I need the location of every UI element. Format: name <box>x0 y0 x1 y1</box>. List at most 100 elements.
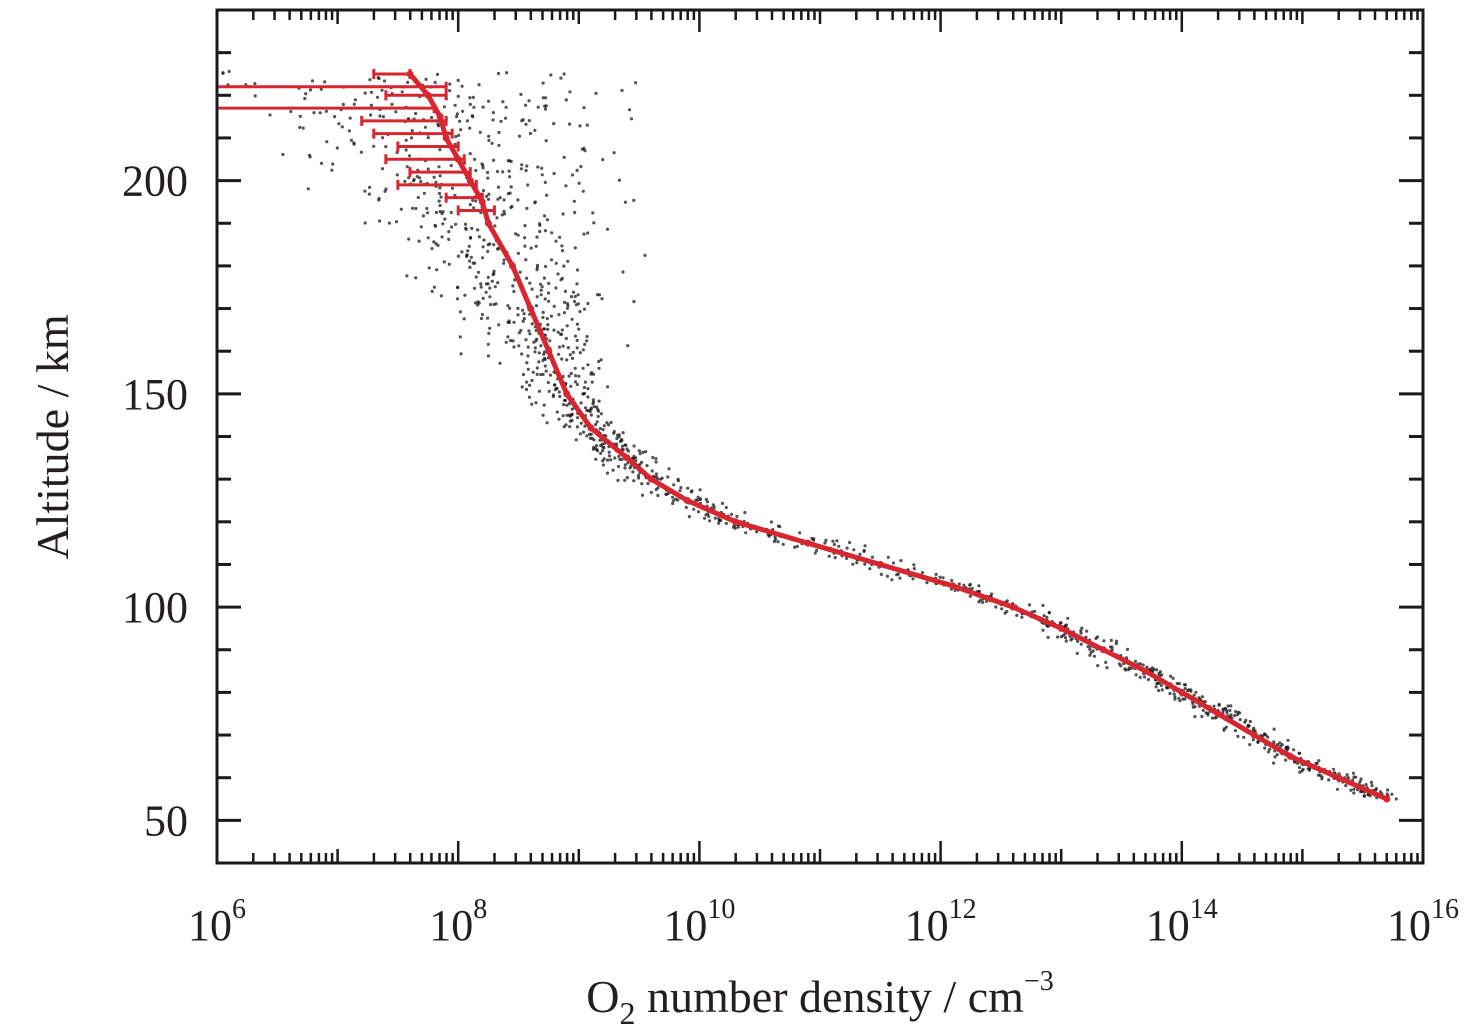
scatter-point <box>1056 635 1060 639</box>
scatter-point <box>468 96 472 100</box>
scatter-point <box>899 559 903 563</box>
scatter-point <box>470 226 474 230</box>
scatter-point <box>564 184 568 188</box>
scatter-point <box>1086 645 1090 649</box>
scatter-point <box>520 163 524 167</box>
scatter-point <box>517 134 522 138</box>
scatter-point <box>491 111 495 115</box>
scatter-point <box>525 276 529 280</box>
profile-point <box>1142 667 1150 675</box>
scatter-point <box>474 275 478 279</box>
scatter-point <box>534 244 538 248</box>
scatter-point <box>525 206 529 210</box>
scatter-point <box>517 344 521 348</box>
scatter-point <box>1041 603 1045 608</box>
scatter-point <box>620 457 624 461</box>
scatter-point <box>543 180 547 184</box>
scatter-point <box>319 87 323 91</box>
scatter-point <box>455 297 460 301</box>
scatter-point <box>535 263 540 267</box>
scatter-point <box>911 577 915 581</box>
scatter-point <box>412 179 416 183</box>
scatter-point <box>1212 704 1216 708</box>
scatter-point <box>598 426 602 431</box>
profile-point <box>454 155 462 163</box>
scatter-point <box>1346 776 1350 780</box>
scatter-point <box>912 563 916 567</box>
scatter-point <box>1155 668 1159 672</box>
scatter-point <box>815 548 819 553</box>
scatter-point <box>1173 697 1177 701</box>
scatter-point <box>423 125 427 129</box>
scatter-point <box>544 104 548 108</box>
profile-point <box>804 539 812 547</box>
scatter-point <box>574 438 578 442</box>
scatter-point <box>863 562 867 566</box>
scatter-point <box>435 72 440 76</box>
scatter-point <box>587 408 591 412</box>
scatter-point <box>502 261 506 265</box>
scatter-point <box>335 146 339 150</box>
scatter-point <box>1066 616 1070 620</box>
scatter-point <box>476 303 480 307</box>
scatter-point <box>1272 740 1276 744</box>
scatter-point <box>582 146 586 150</box>
scatter-point <box>568 419 573 423</box>
scatter-point <box>579 401 583 405</box>
scatter-point <box>484 282 489 286</box>
scatter-point <box>623 443 627 447</box>
scatter-point <box>561 414 565 418</box>
scatter-point <box>547 281 551 285</box>
scatter-point <box>479 282 483 286</box>
profile-point <box>587 424 595 432</box>
scatter-point <box>560 244 564 248</box>
scatter-point <box>1204 711 1208 715</box>
scatter-point <box>394 220 399 224</box>
x-tick-base: 10 <box>1387 901 1431 950</box>
scatter-point <box>474 301 478 305</box>
scatter-point <box>476 270 481 274</box>
scatter-point <box>667 467 671 471</box>
scatter-point <box>404 148 408 152</box>
scatter-point <box>581 392 585 396</box>
scatter-point <box>589 372 593 376</box>
scatter-point <box>1183 697 1187 701</box>
scatter-point <box>582 106 586 110</box>
scatter-point <box>599 443 603 448</box>
scatter-point <box>717 517 721 521</box>
scatter-point <box>545 421 549 425</box>
scatter-point <box>1358 780 1362 784</box>
scatter-point <box>359 150 363 154</box>
scatter-point <box>654 460 658 464</box>
scatter-point <box>437 199 441 203</box>
scatter-point <box>1155 682 1159 686</box>
scatter-point <box>521 319 525 323</box>
scatter-point <box>605 471 610 475</box>
scatter-point <box>417 176 422 180</box>
scatter-point <box>498 361 502 365</box>
scatter-point <box>462 317 466 321</box>
scatter-point <box>405 165 409 169</box>
scatter-point <box>524 258 528 262</box>
scatter-point <box>837 544 841 548</box>
scatter-point <box>458 119 462 123</box>
scatter-point <box>1168 691 1172 696</box>
scatter-point <box>1242 735 1246 740</box>
scatter-point <box>594 423 598 427</box>
scatter-point <box>542 276 547 280</box>
scatter-point <box>578 310 582 314</box>
scatter-point <box>535 295 539 299</box>
scatter-point <box>844 556 849 561</box>
scatter-point <box>439 294 443 298</box>
scatter-point <box>546 291 551 295</box>
scatter-point <box>553 383 557 387</box>
scatter-point <box>575 346 579 350</box>
scatter-point <box>486 249 490 253</box>
scatter-point <box>1292 748 1296 752</box>
scatter-point <box>1119 664 1123 668</box>
scatter-point <box>1142 675 1147 679</box>
scatter-point <box>523 244 527 248</box>
scatter-point <box>813 551 817 555</box>
scatter-point <box>953 588 957 593</box>
profile-point <box>732 518 740 526</box>
